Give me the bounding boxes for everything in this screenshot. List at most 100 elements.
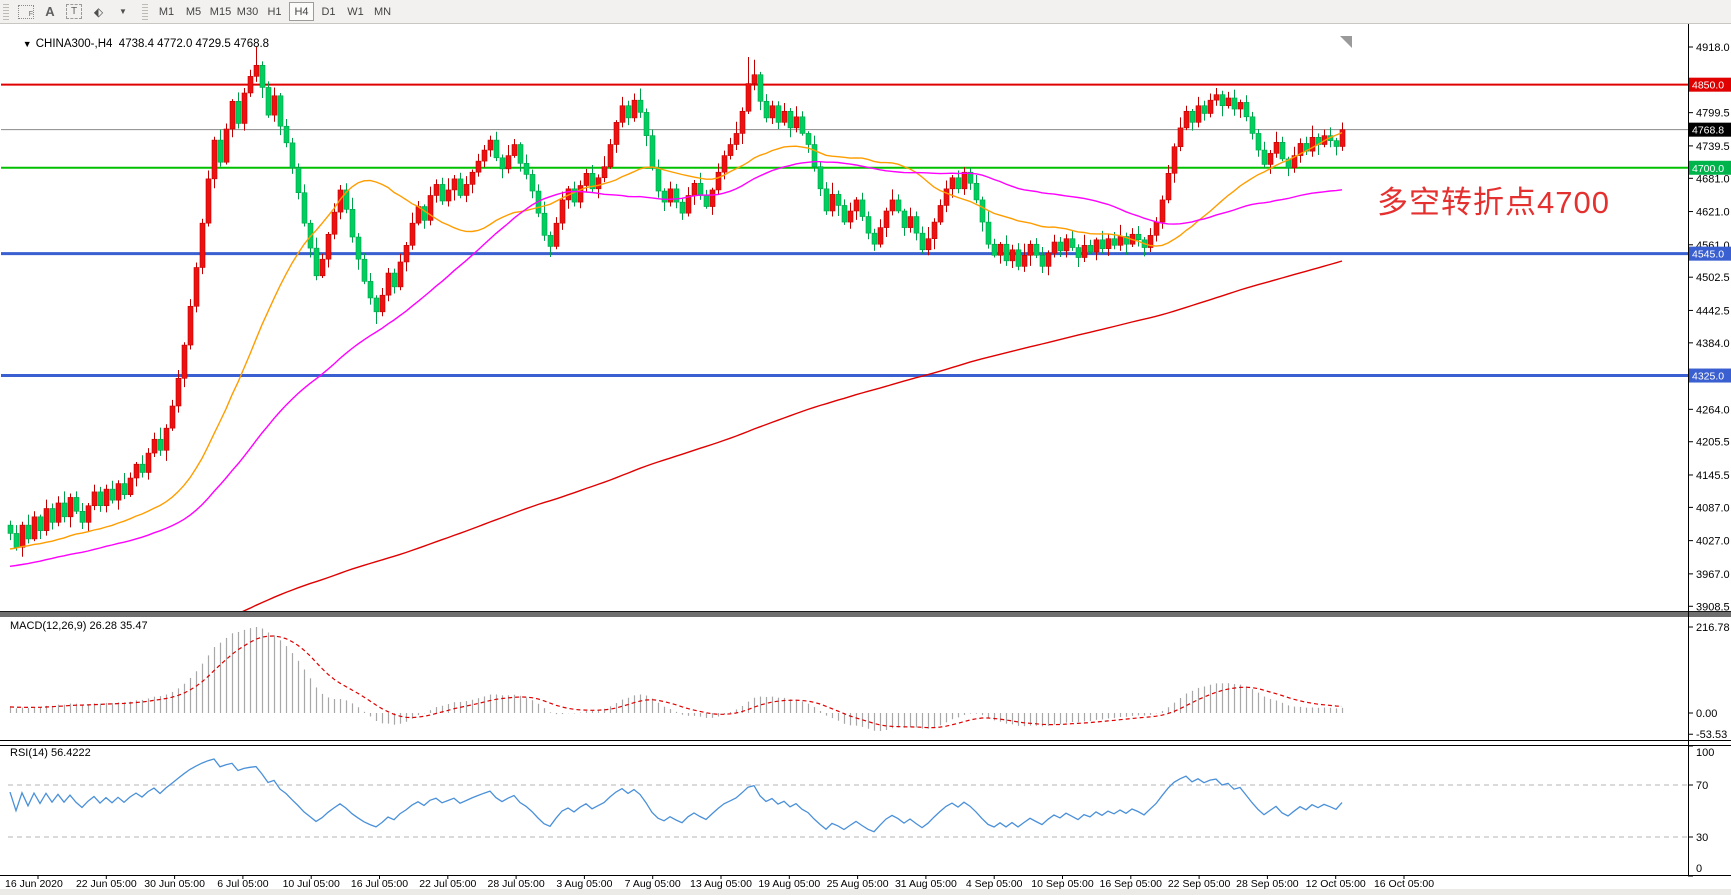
candle-body bbox=[361, 258, 368, 282]
candle-body bbox=[319, 258, 326, 277]
candle-body bbox=[1177, 127, 1184, 148]
candle-body bbox=[1183, 110, 1190, 129]
candle-body bbox=[571, 188, 578, 203]
candle-body bbox=[859, 199, 866, 217]
slow-ma-line bbox=[242, 260, 1343, 611]
candle-body bbox=[1069, 238, 1076, 248]
timeframe-button-M1[interactable]: M1 bbox=[158, 5, 175, 18]
candle-body bbox=[385, 272, 392, 296]
candle-body bbox=[901, 210, 908, 228]
timeframe-button-W1[interactable]: W1 bbox=[347, 5, 364, 18]
font-tool-button[interactable]: A bbox=[39, 3, 61, 21]
candle-body bbox=[85, 505, 92, 523]
candle-body bbox=[1057, 241, 1064, 252]
timeframe-button-M5[interactable]: M5 bbox=[185, 5, 202, 18]
candle-body bbox=[1039, 255, 1046, 267]
timeframe-button-M30[interactable]: M30 bbox=[236, 5, 259, 18]
price-tick-label: 4681.0 bbox=[1696, 173, 1730, 185]
chart-shift-marker-icon[interactable] bbox=[1340, 36, 1352, 48]
candle-body bbox=[691, 182, 698, 196]
candle-body bbox=[487, 139, 494, 151]
candle-body bbox=[883, 210, 890, 228]
timeframe-button-H4[interactable]: H4 bbox=[289, 2, 314, 21]
candle-body bbox=[439, 184, 446, 202]
timeframe-button-H1[interactable]: H1 bbox=[267, 5, 282, 18]
candle-body bbox=[49, 508, 56, 523]
candle-body bbox=[241, 92, 248, 124]
candle-body bbox=[91, 491, 98, 507]
price-tick-label: 3908.5 bbox=[1696, 601, 1730, 613]
mid-ma-line bbox=[9, 160, 1343, 567]
candle-body bbox=[469, 171, 476, 185]
candle-body bbox=[427, 195, 434, 221]
price-tick-label: 4264.0 bbox=[1696, 404, 1730, 416]
candle-body bbox=[463, 184, 470, 196]
candle-body bbox=[775, 105, 782, 123]
candle-body bbox=[925, 238, 932, 251]
timeframe-button-M15[interactable]: M15 bbox=[209, 5, 232, 18]
candle-body bbox=[1189, 110, 1196, 123]
candle-body bbox=[337, 189, 344, 213]
candle-body bbox=[799, 116, 806, 134]
candle-body bbox=[109, 488, 116, 501]
candle-body bbox=[1195, 105, 1202, 123]
price-line-label-box bbox=[1689, 77, 1731, 92]
candle-body bbox=[1297, 143, 1304, 156]
candle-body bbox=[637, 99, 644, 113]
candle-body bbox=[121, 483, 128, 495]
candle-body bbox=[199, 222, 206, 268]
candle-body bbox=[235, 100, 242, 124]
time-axis-label: 30 Jun 05:00 bbox=[144, 878, 205, 890]
candle-body bbox=[1279, 141, 1286, 160]
candle-body bbox=[1117, 236, 1124, 246]
price-line-label: 4325.0 bbox=[1692, 371, 1724, 383]
candle-body bbox=[229, 100, 236, 130]
candle-body bbox=[991, 243, 998, 256]
rsi-tick-label: 100 bbox=[1696, 747, 1714, 759]
candle-body bbox=[559, 199, 566, 224]
candle-body bbox=[1201, 105, 1208, 114]
candle-body bbox=[457, 178, 464, 196]
cycle-arrows-icon: ⬖ bbox=[93, 4, 103, 19]
candle-body bbox=[751, 74, 758, 84]
main-macd-splitter[interactable] bbox=[0, 611, 1731, 617]
timeframe-button-MN[interactable]: MN bbox=[373, 5, 392, 18]
candle-body bbox=[1015, 249, 1022, 267]
candle-body bbox=[907, 216, 914, 228]
candle-body bbox=[823, 188, 830, 212]
candle-body bbox=[151, 438, 158, 454]
candle-body bbox=[1051, 241, 1058, 254]
toolbar-grip-2[interactable] bbox=[142, 3, 148, 20]
candle-body bbox=[475, 160, 482, 173]
candle-body bbox=[667, 188, 674, 203]
candle-body bbox=[73, 497, 80, 512]
cycle-arrows-button[interactable]: ⬖ bbox=[87, 3, 109, 21]
time-axis-label: 25 Aug 05:00 bbox=[827, 878, 889, 890]
candle-body bbox=[871, 232, 878, 245]
candle-body bbox=[1045, 252, 1052, 267]
candle-body bbox=[1081, 245, 1088, 258]
candle-body bbox=[181, 344, 188, 379]
toolbar-grip[interactable] bbox=[3, 3, 9, 20]
tools-dropdown-caret[interactable]: ▼ bbox=[111, 3, 133, 21]
candle-body bbox=[1273, 141, 1280, 154]
chart-grid-f-button[interactable]: F bbox=[15, 3, 37, 21]
time-axis-label: 7 Aug 05:00 bbox=[625, 878, 681, 890]
candle-body bbox=[103, 488, 110, 507]
candle-body bbox=[739, 110, 746, 134]
macd-tick-label: -53.53 bbox=[1696, 729, 1727, 741]
candle-body bbox=[895, 199, 902, 212]
time-axis-label: 22 Jun 05:00 bbox=[76, 878, 137, 890]
macd-tick-label: 0.00 bbox=[1696, 708, 1717, 720]
chart-annotation-text[interactable]: 多空转折点4700 bbox=[1377, 185, 1610, 220]
candle-body bbox=[7, 524, 14, 534]
candle-body bbox=[43, 508, 50, 531]
candle-body bbox=[1219, 94, 1226, 107]
candle-body bbox=[433, 184, 440, 196]
rsi-tick-label: 70 bbox=[1696, 780, 1708, 792]
candle-body bbox=[505, 155, 512, 170]
collapse-triangle-icon[interactable]: ▼ bbox=[22, 39, 32, 49]
text-label-tool-button[interactable]: T bbox=[63, 3, 85, 21]
timeframe-button-D1[interactable]: D1 bbox=[321, 5, 336, 18]
